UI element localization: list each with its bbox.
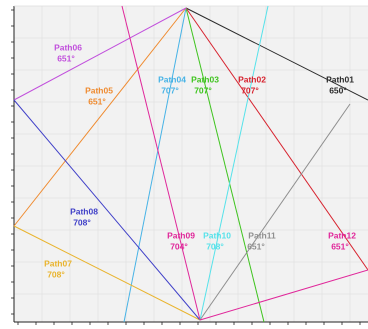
path02-angle: 707°	[241, 85, 259, 95]
path02-line	[185, 7, 368, 271]
path12-label: Path12 651°	[328, 230, 356, 251]
path08-label: Path08 708°	[70, 206, 98, 227]
path03-name: Path03	[191, 74, 219, 84]
path08-name: Path08	[70, 206, 98, 216]
path04-label: Path04 707°	[158, 74, 186, 95]
path10-line	[199, 5, 269, 321]
path12-name: Path12	[328, 230, 356, 240]
path10-label: Path10 708°	[203, 230, 231, 251]
path04-name: Path04	[158, 74, 186, 84]
axis-ticks	[11, 9, 361, 325]
path01-name: Path01	[326, 74, 354, 84]
path10-angle: 708°	[206, 241, 224, 251]
path05-label: Path05 651°	[85, 85, 113, 106]
path06-label: Path06 651°	[54, 42, 82, 63]
path08-angle: 708°	[73, 217, 91, 227]
plot-area	[14, 6, 368, 322]
path11-line	[199, 103, 351, 321]
path11-label: Path11 651°	[247, 230, 276, 251]
path04-angle: 707°	[161, 85, 179, 95]
path01-angle: 650°	[329, 85, 347, 95]
path09-name: Path09	[167, 230, 195, 240]
path11-name: Path11	[248, 230, 276, 240]
path05-angle: 651°	[88, 96, 106, 106]
path10-name: Path10	[203, 230, 231, 240]
path03-label: Path03 707°	[191, 74, 219, 95]
path03-line	[185, 7, 265, 323]
path02-name: Path02	[238, 74, 266, 84]
path02-label: Path02 707°	[238, 74, 266, 95]
path06-line	[13, 7, 187, 101]
path09-label: Path09 704°	[167, 230, 195, 251]
path06-name: Path06	[54, 42, 82, 52]
path03-angle: 707°	[194, 85, 212, 95]
path09-angle: 704°	[170, 241, 188, 251]
path07-label: Path07 708°	[44, 258, 72, 279]
ray-lines	[13, 5, 368, 323]
path05-name: Path05	[85, 85, 113, 95]
path07-angle: 708°	[47, 269, 65, 279]
path01-label: Path01 650°	[326, 74, 354, 95]
path01-line	[185, 7, 368, 101]
path07-name: Path07	[44, 258, 72, 268]
path05-line	[13, 7, 187, 227]
plot-frame	[13, 5, 368, 323]
path11-angle: 651°	[247, 241, 265, 251]
path12-angle: 651°	[331, 241, 349, 251]
path09-line	[121, 5, 201, 321]
ray-labels: Path01 650° Path02 707° Path03 707° Path…	[44, 42, 356, 279]
path07-line	[13, 225, 201, 321]
path06-angle: 651°	[57, 53, 75, 63]
path04-line	[123, 7, 187, 323]
path12-line	[199, 269, 368, 321]
path08-line	[13, 99, 201, 321]
